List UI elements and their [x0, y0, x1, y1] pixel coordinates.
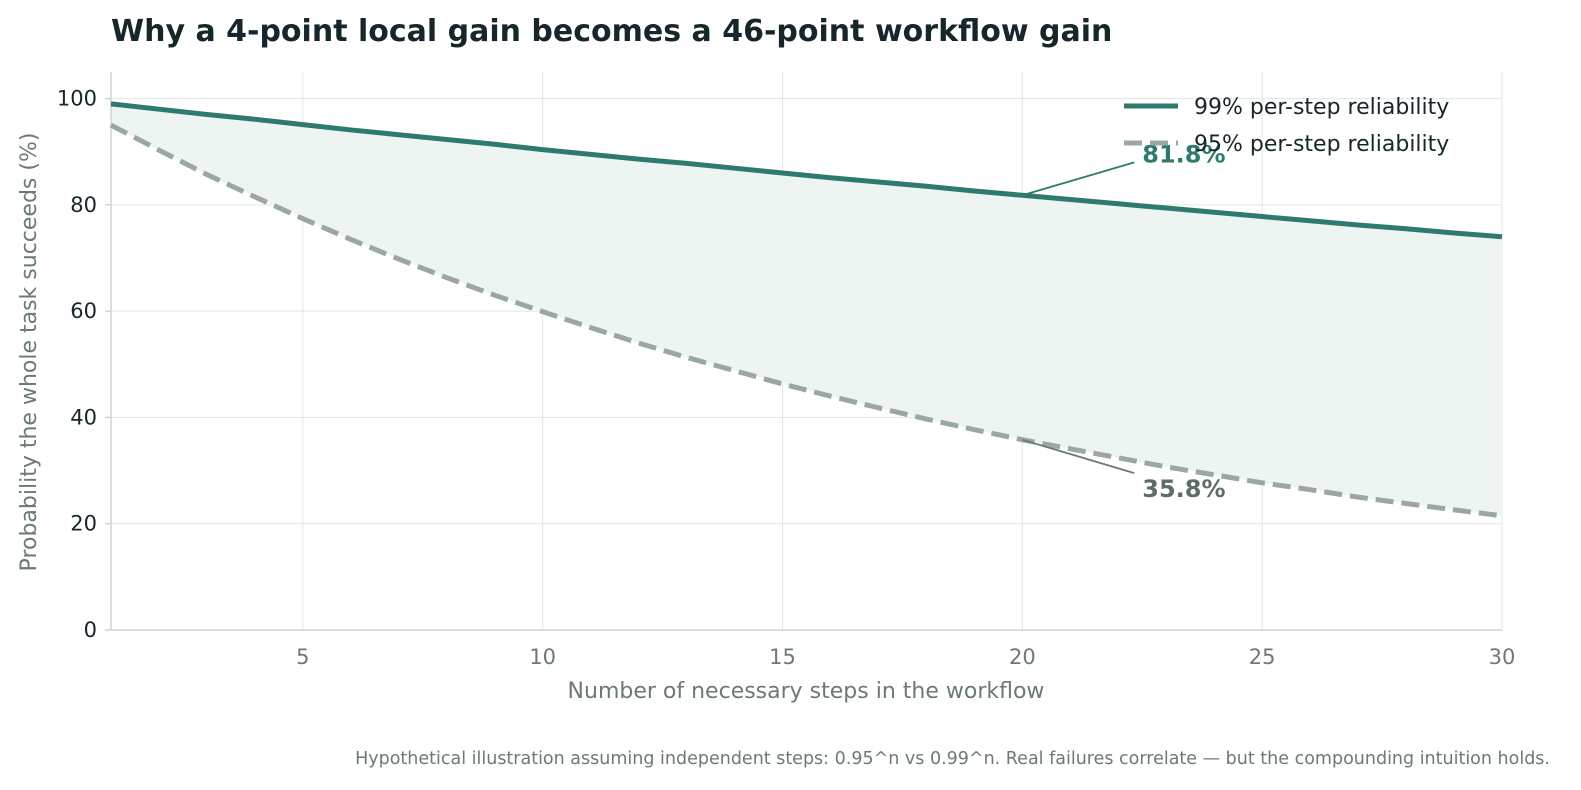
y-tick-labels: 0 20 40 60 80 100 [57, 87, 111, 642]
y-tick-label: 100 [57, 87, 97, 111]
x-axis-label: Number of necessary steps in the workflo… [568, 679, 1045, 704]
x-tick-label: 15 [769, 645, 796, 669]
fill-between-area [111, 103, 1502, 516]
y-tick-label: 20 [70, 512, 97, 536]
x-tick-label: 25 [1249, 645, 1276, 669]
x-tick-label: 20 [1009, 645, 1036, 669]
x-tick-label: 5 [296, 645, 309, 669]
series-lines [109, 101, 1503, 519]
y-tick-label: 0 [84, 618, 97, 642]
footnote: Hypothetical illustration assuming indep… [355, 749, 1550, 769]
y-tick-label: 60 [70, 299, 97, 323]
x-tick-label: 30 [1489, 645, 1516, 669]
annotation-arrow [1022, 438, 1135, 475]
y-axis-label: Probability the whole task succeeds (%) [17, 133, 42, 572]
chart-title: Why a 4-point local gain becomes a 46-po… [111, 14, 1112, 49]
annotation-arrow [1022, 161, 1135, 197]
series-line-1 [110, 101, 1503, 240]
x-tick-labels: 5 10 15 20 25 30 [296, 645, 1515, 669]
legend: 99% per-step reliability 95% per-step rel… [1124, 95, 1449, 157]
fill-between [111, 103, 1502, 516]
y-tick-label: 40 [70, 405, 97, 429]
annotation-label-2: 35.8% [1142, 475, 1225, 503]
legend-entry-2: 95% per-step reliability [1194, 132, 1449, 157]
x-tick-label: 10 [529, 645, 556, 669]
axes [110, 72, 1502, 631]
y-tick-label: 80 [70, 193, 97, 217]
legend-entry-1: 99% per-step reliability [1194, 95, 1449, 120]
